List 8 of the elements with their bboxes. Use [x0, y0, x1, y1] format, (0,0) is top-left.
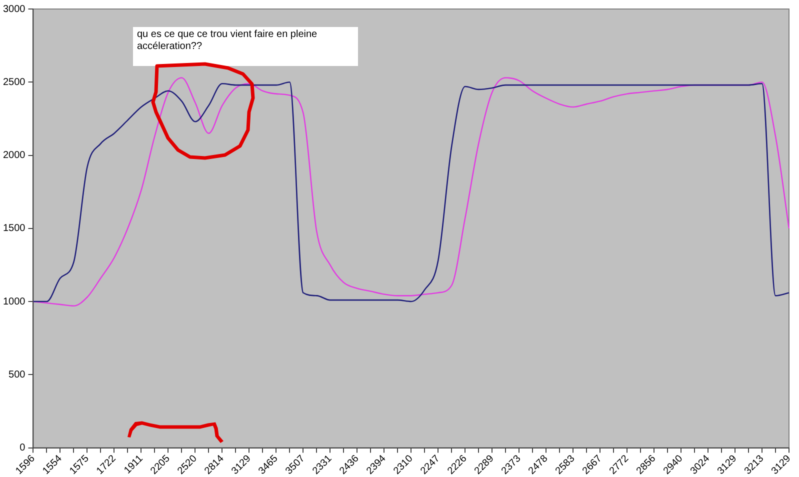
y-tick-label: 2000: [2, 150, 26, 162]
y-tick-label: 3000: [2, 4, 26, 15]
y-tick-label: 1500: [2, 223, 26, 234]
y-tick-label: 0: [20, 442, 26, 454]
y-tick-label: 2500: [2, 76, 26, 88]
text-box: qu es ce que ce trou vient faire en pleine accéleration??: [133, 27, 358, 66]
y-tick-label: 1000: [2, 296, 26, 308]
y-tick-label: 500: [8, 369, 26, 380]
